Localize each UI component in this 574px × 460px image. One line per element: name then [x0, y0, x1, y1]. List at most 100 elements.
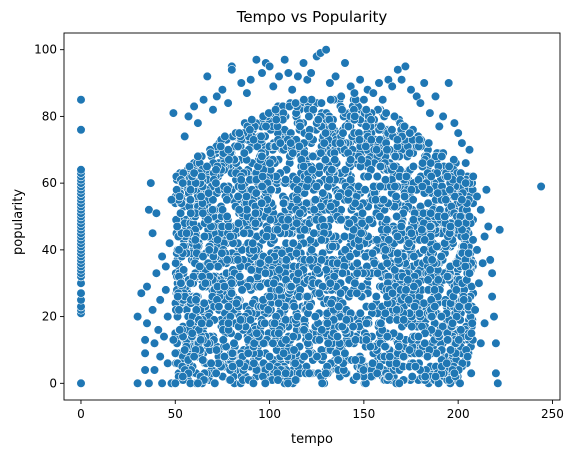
data-point — [436, 251, 446, 262]
data-point — [415, 98, 426, 108]
data-point — [399, 121, 410, 131]
data-point — [367, 248, 378, 258]
data-point — [193, 118, 203, 128]
data-point — [350, 355, 360, 365]
data-point — [407, 372, 417, 382]
data-point — [309, 205, 319, 215]
data-point — [358, 365, 369, 375]
y-tick-label: 0 — [49, 376, 57, 390]
data-point — [199, 231, 210, 242]
data-point — [175, 325, 185, 335]
data-point — [305, 255, 315, 265]
data-point — [190, 235, 200, 245]
data-point — [379, 195, 389, 205]
data-point — [355, 308, 365, 318]
data-point — [447, 318, 458, 328]
data-point — [286, 138, 296, 148]
data-point — [196, 335, 206, 345]
data-point — [474, 278, 484, 288]
x-axis-label: tempo — [291, 432, 333, 447]
data-point — [382, 145, 392, 155]
data-point — [456, 325, 466, 335]
data-point — [436, 312, 447, 322]
data-point — [371, 195, 381, 205]
data-point — [430, 302, 440, 312]
y-axis-label: popularity — [11, 189, 26, 255]
data-point — [198, 251, 208, 262]
data-point — [321, 45, 331, 55]
data-point — [446, 345, 456, 355]
data-point — [367, 302, 377, 312]
data-point — [323, 338, 333, 348]
data-point — [405, 148, 415, 158]
data-point — [242, 88, 252, 98]
data-point — [356, 228, 366, 238]
data-point — [200, 278, 210, 288]
data-point — [312, 352, 322, 362]
data-point — [431, 372, 441, 382]
data-point — [409, 282, 419, 292]
data-point — [257, 181, 267, 192]
data-point — [368, 358, 378, 368]
data-point — [417, 225, 427, 235]
data-point — [373, 268, 383, 278]
data-point — [283, 215, 293, 225]
data-point — [464, 145, 475, 155]
data-point — [222, 255, 232, 265]
data-point — [275, 138, 285, 148]
data-point — [165, 238, 175, 248]
data-point — [404, 295, 414, 305]
data-point — [173, 292, 183, 302]
data-point — [408, 195, 418, 205]
data-point — [423, 275, 433, 285]
data-point — [332, 332, 343, 342]
data-point — [271, 105, 281, 115]
data-point — [437, 151, 447, 161]
data-point — [362, 318, 372, 328]
data-point — [461, 158, 471, 168]
data-point — [376, 318, 386, 328]
data-point — [289, 302, 299, 312]
data-point — [155, 352, 165, 362]
data-point — [249, 358, 259, 368]
data-point — [198, 355, 208, 365]
data-point — [380, 342, 390, 352]
data-point — [264, 362, 275, 372]
data-point — [387, 81, 397, 91]
data-point — [243, 348, 253, 358]
data-point — [425, 221, 435, 232]
data-point — [441, 195, 451, 205]
data-point — [251, 55, 261, 65]
data-point — [314, 288, 324, 298]
data-point — [453, 128, 463, 138]
data-point — [211, 345, 222, 355]
data-point — [443, 335, 453, 345]
data-point — [224, 155, 234, 165]
data-point — [433, 188, 443, 198]
data-point — [260, 318, 270, 328]
data-point — [245, 125, 255, 135]
data-point — [250, 218, 260, 228]
data-point — [219, 352, 229, 362]
data-point — [350, 278, 360, 288]
data-point — [265, 215, 276, 225]
data-point — [229, 338, 239, 348]
data-point — [220, 131, 230, 141]
data-point — [191, 305, 201, 315]
data-point — [222, 195, 232, 205]
x-tick-label: 100 — [258, 407, 281, 421]
data-point — [161, 261, 171, 272]
data-point — [171, 258, 181, 268]
data-point — [392, 231, 403, 242]
data-point — [246, 75, 256, 85]
data-point — [316, 255, 327, 265]
data-point — [266, 185, 276, 195]
data-point — [233, 191, 243, 202]
data-point — [227, 348, 237, 358]
data-point — [449, 118, 460, 128]
data-point — [440, 211, 450, 222]
data-point — [204, 188, 214, 198]
data-point — [246, 265, 256, 275]
y-tick-label: 60 — [42, 176, 57, 190]
data-point — [382, 258, 392, 268]
